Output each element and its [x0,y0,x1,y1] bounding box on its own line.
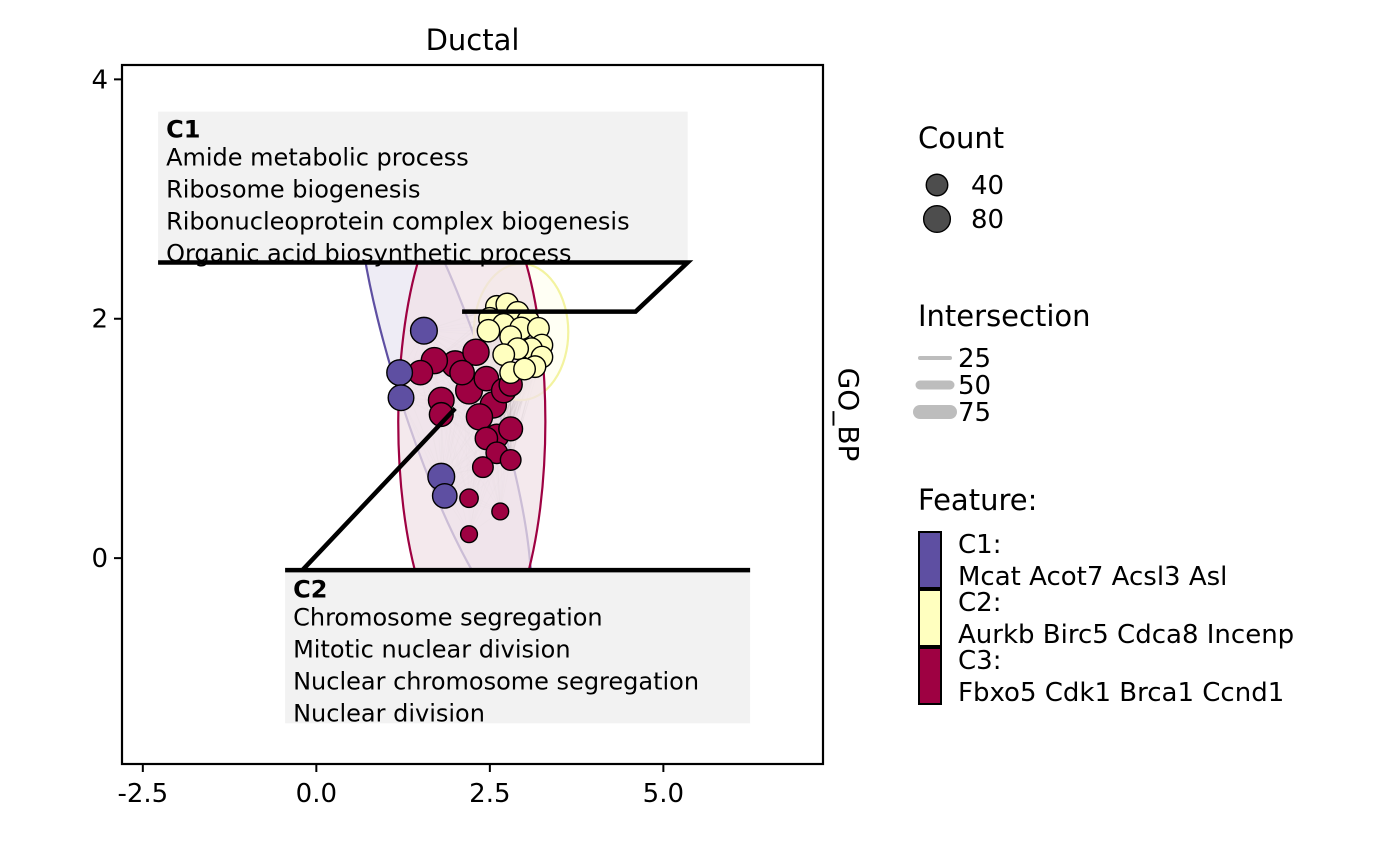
annotation-line-C2-1: Mitotic nuclear division [293,635,570,663]
annotation-line-C2-0: Chromosome segregation [293,603,603,631]
node-C3-5 [465,403,494,431]
annotation-box-C1 [158,111,688,262]
legend-feature-swatch-1 [918,589,942,647]
legend-feature-label-2: C3: [958,646,1001,676]
y-tick-label-0: 0 [91,544,108,574]
y-tick-label-2: 4 [91,65,108,95]
facet-strip-label: GO_BP [832,368,865,462]
annotation-line-C1-2: Ribonucleoprotein complex biogenesis [166,208,630,236]
legend-count-label-0: 40 [971,171,1004,201]
annotation-leader-C2 [285,406,751,573]
annotation-box-C2 [285,571,751,724]
node-C3-21 [459,525,479,544]
node-C2-17 [513,357,537,381]
node-C1-0 [409,316,438,345]
legend-feature-swatch-0 [918,531,942,589]
legend-intersection-label-1: 50 [958,371,991,401]
annotation-heading-C2: C2 [293,575,327,603]
legend-feature-label-0: C1: [958,530,1001,560]
y-tick-label-1: 2 [91,305,108,335]
node-C3-17 [471,456,494,479]
legend-intersection-label-0: 25 [958,344,991,374]
annotation-leader-C1 [158,260,694,314]
legend-count-label-1: 80 [971,205,1004,235]
legend-feature-swatch-2 [918,647,942,705]
node-C1-4 [431,482,458,509]
x-tick-label-1: 0.0 [296,779,337,809]
node-C1-2 [387,384,415,412]
legend-feature-genes-2: Fbxo5 Cdk1 Brca1 Ccnd1 [958,678,1284,708]
plot-border [120,63,825,766]
annotation-line-C1-3: Organic acid biosynthetic process [166,240,571,268]
node-C3-2 [462,338,490,367]
legend-count-symbol-1 [922,204,952,234]
node-C3-19 [459,488,479,509]
legend-intersection-title: Intersection [918,299,1091,333]
x-tick-label-0: -2.5 [117,779,168,809]
node-C2-7 [476,318,501,343]
annotation-heading-C1: C1 [166,116,200,144]
legend-feature-genes-1: Aurkb Birc5 Cdca8 Incenp [958,620,1294,650]
node-C3-20 [491,502,510,521]
node-C3-13 [498,416,524,442]
legend-count-symbol-0 [925,173,949,197]
x-tick-label-3: 5.0 [643,779,684,809]
axes-layer: -2.5 0.0 2.5 5.0 0 2 4 Ductal GO_BP [91,23,865,809]
legend-intersection-label-2: 75 [958,398,991,428]
annotation-line-C1-0: Amide metabolic process [166,144,469,172]
legend-count-title: Count [918,121,1004,155]
annotation-line-C2-3: Nuclear division [293,699,485,727]
legend-feature-genes-0: Mcat Acot7 Acsl3 Asl [958,562,1227,592]
chart-title: Ductal [426,23,520,57]
annotation-line-C2-2: Nuclear chromosome segregation [293,667,699,695]
legend-feature-label-1: C2: [958,588,1001,618]
node-C3-10 [449,359,475,386]
node-C1-1 [386,359,414,387]
annotation-line-C1-1: Ribosome biogenesis [166,176,420,204]
legend-feature-title: Feature: [918,483,1037,517]
x-tick-label-2: 2.5 [469,779,510,809]
node-C3-18 [499,448,522,471]
